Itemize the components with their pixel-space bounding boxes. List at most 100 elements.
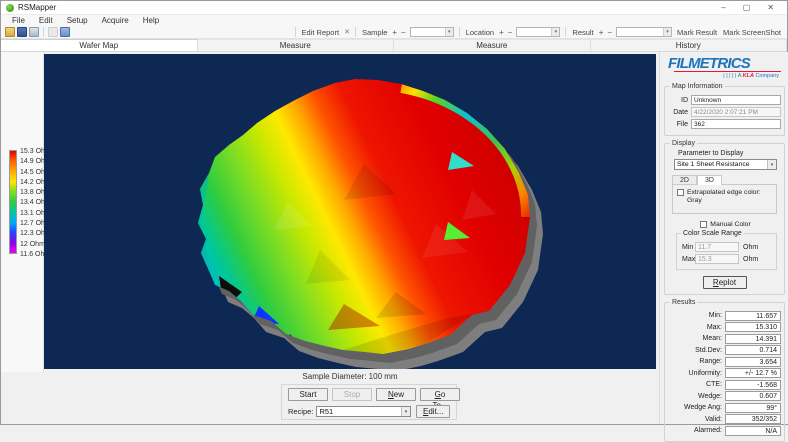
goto-button[interactable]: Go To... <box>420 388 460 410</box>
file-field[interactable]: 362 <box>691 119 781 129</box>
close-icon[interactable]: ✕ <box>767 3 774 12</box>
location-select[interactable]: ▾ <box>516 27 561 37</box>
mark-screenshot-button[interactable]: Mark ScreenShot <box>723 27 781 37</box>
manual-color-checkbox[interactable] <box>700 221 708 228</box>
sample-select[interactable]: ▾ <box>409 27 454 37</box>
min-label: Min <box>682 243 694 251</box>
map-information-group: Map Information ID Unknown Date 4/22/202… <box>664 82 785 136</box>
filmetrics-wordmark: FILMETRICS <box>668 55 751 72</box>
sample-minus-button[interactable]: − <box>401 27 406 37</box>
scale-min-field: 11.7 <box>695 242 739 252</box>
id-field[interactable]: Unknown <box>691 95 781 105</box>
stop-button: Stop <box>332 388 372 401</box>
result-label: Mean: <box>702 335 722 342</box>
filmetrics-logo: FILMETRICS | | | | | A KLA Company <box>668 56 783 79</box>
tab-measure-2[interactable]: Measure <box>394 39 591 51</box>
location-plus-button[interactable]: + <box>499 27 504 37</box>
result-uniformity-value: +/- 12.7 % <box>725 368 781 378</box>
toolbar-separator <box>354 27 356 37</box>
result-label: Range: <box>699 358 722 365</box>
id-label: ID <box>681 96 688 104</box>
chevron-down-icon: ▾ <box>767 160 776 169</box>
result-valid-value: 352/352 <box>725 414 781 424</box>
result-label: Std.Dev: <box>695 346 722 354</box>
result-select[interactable]: ▾ <box>616 27 673 37</box>
tab-measure-1[interactable]: Measure <box>197 39 394 51</box>
menubar: File Edit Setup Acquire Help <box>1 15 787 26</box>
chevron-down-icon: ▾ <box>444 28 453 36</box>
screenshot-icon[interactable] <box>60 27 70 37</box>
parameter-select[interactable]: Site 1 Sheet Resistance ▾ <box>674 159 777 170</box>
toolbar-separator <box>294 27 296 37</box>
replot-button[interactable]: Replot <box>702 276 747 289</box>
tab-3d[interactable]: 3D <box>696 175 722 185</box>
location-minus-button[interactable]: − <box>507 27 513 37</box>
wafer-map-3d-view[interactable] <box>44 54 656 369</box>
results-group: Results Min: 11.657 Max: 15.310 Mean: 14.39… <box>664 298 785 442</box>
acquisition-controls: Start Stop New Go To... Recipe: R51 ▾ Ed… <box>281 384 460 420</box>
right-panel: FILMETRICS | | | | | A KLA Company Map I… <box>659 52 788 442</box>
file-label: File <box>676 120 688 128</box>
new-button[interactable]: New <box>376 388 416 401</box>
sample-diameter-caption: Sample Diameter: 100 mm <box>302 372 398 381</box>
result-label: Wedge: <box>698 392 722 400</box>
legend-label: 14.2 Ohm <box>20 178 51 186</box>
copy-icon[interactable] <box>48 27 58 37</box>
open-file-icon[interactable] <box>5 27 15 37</box>
legend-label: 13.4 Ohm <box>20 199 51 207</box>
titlebar: RSMapper – ▢ ✕ <box>1 1 787 15</box>
manual-color-label: Manual Color <box>710 221 751 228</box>
legend-labels: 15.3 Ohm 14.9 Ohm 14.5 Ohm 14.2 Ohm 13.8… <box>20 147 51 260</box>
close-report-icon[interactable]: ✕ <box>344 29 350 36</box>
save-icon[interactable] <box>17 27 27 37</box>
recipe-label: Recipe: <box>288 407 314 416</box>
maximize-icon[interactable]: ▢ <box>742 3 751 12</box>
sample-plus-button[interactable]: + <box>392 27 398 37</box>
menu-file[interactable]: File <box>12 16 25 25</box>
window-title: RSMapper <box>18 3 57 12</box>
result-label: Uniformity: <box>688 369 722 377</box>
tab-2d[interactable]: 2D <box>672 175 697 185</box>
result-label: Min: <box>708 312 722 319</box>
result-min-value: 11.657 <box>725 310 781 321</box>
extrapolated-edge-label: Extrapolated edge color: Gray <box>687 189 761 204</box>
result-minus-button[interactable]: − <box>607 27 613 37</box>
parameter-to-display-label: Parameter to Display <box>678 150 744 157</box>
recipe-select[interactable]: R51 ▾ <box>316 406 411 417</box>
menu-acquire[interactable]: Acquire <box>101 16 129 25</box>
start-button[interactable]: Start <box>288 388 328 401</box>
result-mean-value: 14.391 <box>725 333 781 344</box>
tab-history[interactable]: History <box>590 39 787 51</box>
display-title: Display <box>670 139 697 147</box>
wafer-surface <box>198 79 543 369</box>
color-scale-range-title: Color Scale Range <box>681 229 744 237</box>
result-wedge-value: 0.607 <box>725 391 781 401</box>
result-label: CTE: <box>706 381 722 388</box>
extrapolated-edge-checkbox[interactable] <box>677 189 684 196</box>
menu-setup[interactable]: Setup <box>66 16 88 25</box>
results-title: Results <box>670 298 698 306</box>
date-label: Date <box>673 108 688 116</box>
chevron-down-icon: ▾ <box>401 407 410 416</box>
sample-label: Sample <box>361 27 388 37</box>
minimize-icon[interactable]: – <box>721 3 726 12</box>
print-icon[interactable] <box>29 27 39 37</box>
view-options-panel: Extrapolated edge color: Gray <box>672 184 777 214</box>
edit-recipe-button[interactable]: Edit... <box>416 405 450 418</box>
result-max-value: 15.310 <box>725 322 781 332</box>
result-range-value: 3.654 <box>725 356 781 367</box>
toolbar-separator <box>43 27 44 37</box>
tab-wafer-map[interactable]: Wafer Map <box>1 39 198 51</box>
result-alarmed-value: N/A <box>725 425 781 436</box>
result-plus-button[interactable]: + <box>598 27 604 37</box>
app-icon <box>6 3 14 12</box>
kla-tagline: | | | | | A KLA Company <box>723 73 779 79</box>
toolbar-separator <box>565 27 567 37</box>
menu-edit[interactable]: Edit <box>38 16 53 25</box>
edit-report-button[interactable]: Edit Report <box>301 27 340 37</box>
menu-help[interactable]: Help <box>142 16 160 25</box>
recipe-value: R51 <box>319 407 334 416</box>
map-information-title: Map Information <box>670 82 725 90</box>
legend-label: 14.9 Ohm <box>20 158 51 166</box>
mark-result-button[interactable]: Mark Result <box>677 27 718 37</box>
